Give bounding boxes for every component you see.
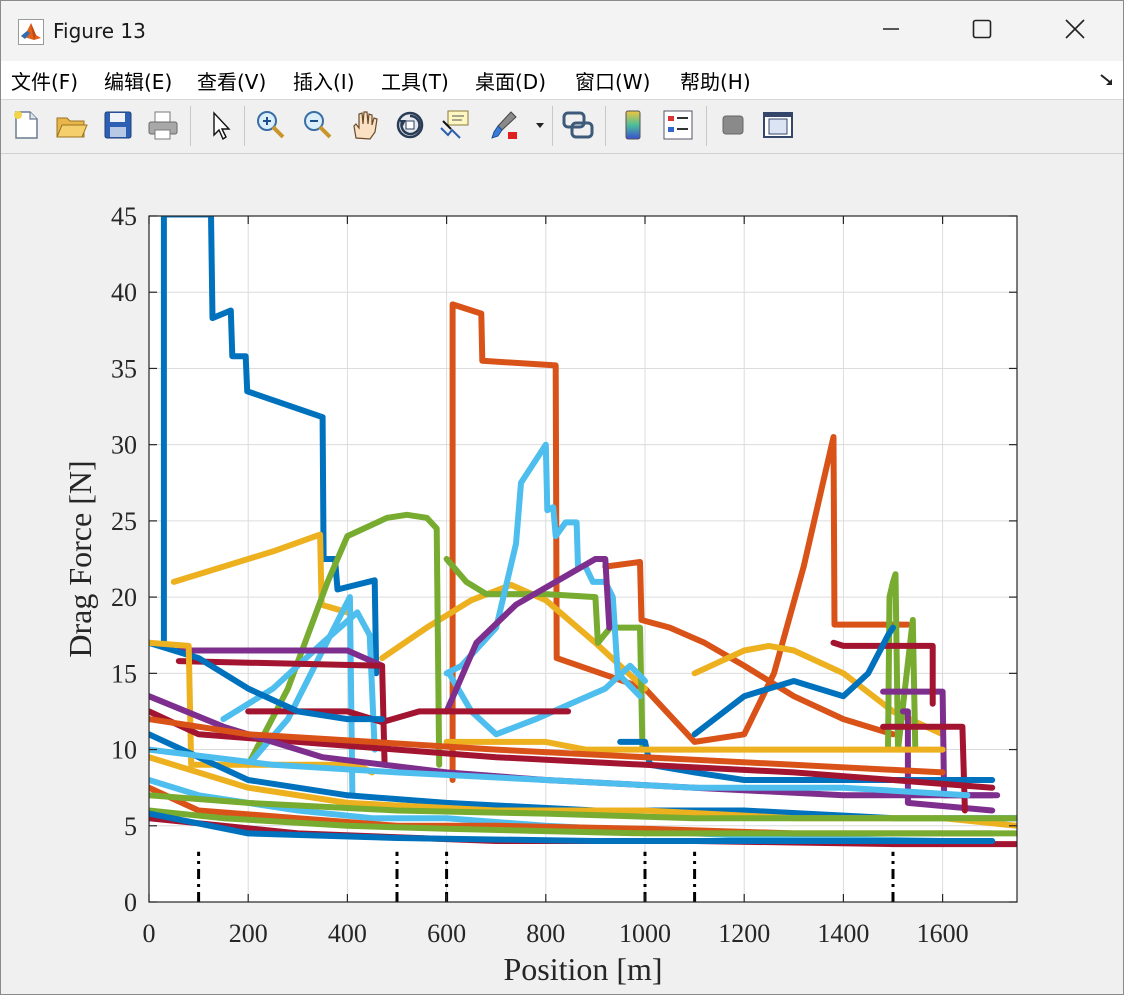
- menu-help[interactable]: 帮助(H): [680, 70, 751, 94]
- pan-hand-icon[interactable]: [347, 108, 381, 142]
- x-axis-label: Position [m]: [503, 951, 662, 987]
- series-line: [175, 647, 386, 669]
- window-title: Figure 13: [53, 19, 146, 43]
- series-line: [899, 708, 996, 814]
- series-line: [691, 642, 946, 738]
- figure-canvas: 0 200 400 600 800 1000 1200 1400 1600 0 5 10 15 20 25 3…: [1, 154, 1123, 994]
- link-plot-icon[interactable]: [561, 108, 595, 142]
- new-figure-icon[interactable]: [9, 108, 43, 142]
- series-line: [443, 556, 646, 753]
- y-axis-label: Drag Force [N]: [62, 460, 98, 657]
- series-line: [170, 531, 351, 616]
- menu-insert[interactable]: 插入(I): [293, 70, 355, 94]
- y-tick-label: 25: [111, 507, 137, 536]
- series-line: [885, 571, 919, 753]
- x-tick-label: 1000: [619, 919, 671, 948]
- x-tick-label: 1200: [718, 919, 770, 948]
- maximize-button[interactable]: [959, 11, 1005, 51]
- rotate-3d-icon[interactable]: [393, 108, 427, 142]
- series-line: [149, 746, 971, 799]
- series-line: [443, 738, 946, 753]
- hide-plot-tools-icon[interactable]: [716, 108, 750, 142]
- x-tick-label: 800: [526, 919, 565, 948]
- series-line: [160, 216, 380, 677]
- close-button[interactable]: [1052, 11, 1098, 51]
- menu-view[interactable]: 查看(V): [197, 70, 267, 94]
- minimize-icon: [881, 19, 901, 43]
- x-tick-label: 600: [427, 919, 466, 948]
- series-line: [880, 723, 968, 814]
- series-line: [149, 716, 946, 776]
- y-tick-label: 15: [111, 659, 137, 688]
- y-tick-label: 45: [111, 202, 137, 231]
- toolbar: [1, 100, 1123, 154]
- print-icon[interactable]: [146, 108, 180, 142]
- zoom-out-icon[interactable]: [301, 108, 335, 142]
- menu-tools[interactable]: 工具(T): [381, 70, 449, 94]
- x-tick-label: 200: [229, 919, 268, 948]
- y-tick-label: 35: [111, 354, 137, 383]
- series-line: [443, 556, 613, 715]
- axes-background: [149, 216, 1017, 902]
- series-line: [149, 810, 996, 844]
- show-plot-tools-icon[interactable]: [761, 108, 795, 142]
- series-group: [149, 216, 1017, 848]
- dock-arrow-icon[interactable]: [1098, 71, 1116, 89]
- plot-area: 0 200 400 600 800 1000 1200 1400 1600 0 5 10 15 20 25 3…: [62, 202, 1018, 987]
- edit-pointer-icon[interactable]: [204, 108, 238, 142]
- chevron-down-icon[interactable]: [533, 108, 547, 142]
- series-line: [149, 708, 996, 791]
- toolbar-separator: [244, 106, 245, 146]
- brush-icon[interactable]: [487, 108, 521, 142]
- y-tick-label: 40: [111, 278, 137, 307]
- x-tick-label: 0: [143, 919, 156, 948]
- series-line: [449, 301, 911, 783]
- series-line: [617, 738, 996, 783]
- series-line: [149, 792, 1017, 822]
- x-tick-label: 1400: [817, 919, 869, 948]
- x-tick-label: 1600: [917, 919, 969, 948]
- series-line: [602, 559, 896, 738]
- menu-desktop[interactable]: 桌面(D): [475, 70, 547, 94]
- zoom-in-icon[interactable]: [254, 108, 288, 142]
- toolbar-separator: [706, 106, 707, 146]
- save-icon[interactable]: [101, 108, 135, 142]
- series-line: [175, 658, 388, 768]
- menu-window[interactable]: 窗口(W): [575, 70, 651, 94]
- data-cursor-icon[interactable]: [438, 108, 472, 142]
- y-tick-label: 30: [111, 431, 137, 460]
- minimize-button[interactable]: [868, 11, 914, 51]
- y-tick-label: 5: [124, 812, 137, 841]
- y-tick-label: 0: [124, 888, 137, 917]
- matlab-logo-icon: [18, 19, 44, 45]
- colorbar-icon[interactable]: [616, 108, 650, 142]
- menu-file[interactable]: 文件(F): [11, 70, 79, 94]
- toolbar-separator: [552, 106, 553, 146]
- series-line: [830, 639, 936, 707]
- close-icon: [1064, 18, 1086, 44]
- legend-icon[interactable]: [661, 108, 695, 142]
- menu-edit[interactable]: 编辑(E): [104, 70, 173, 94]
- maximize-icon: [971, 18, 993, 44]
- series-line: [149, 807, 1017, 837]
- series-line: [691, 624, 896, 738]
- toolbar-separator: [190, 106, 191, 146]
- y-tick-label: 10: [111, 736, 137, 765]
- x-tick-label: 400: [328, 919, 367, 948]
- toolbar-separator: [605, 106, 606, 146]
- y-tick-label: 20: [111, 583, 137, 612]
- title-bar: Figure 13: [1, 1, 1123, 61]
- axes-box: [148, 215, 1018, 903]
- menu-bar: 文件(F) 编辑(E) 查看(V) 插入(I) 工具(T) 桌面(D) 窗口(W…: [1, 61, 1123, 100]
- open-file-icon[interactable]: [54, 108, 88, 142]
